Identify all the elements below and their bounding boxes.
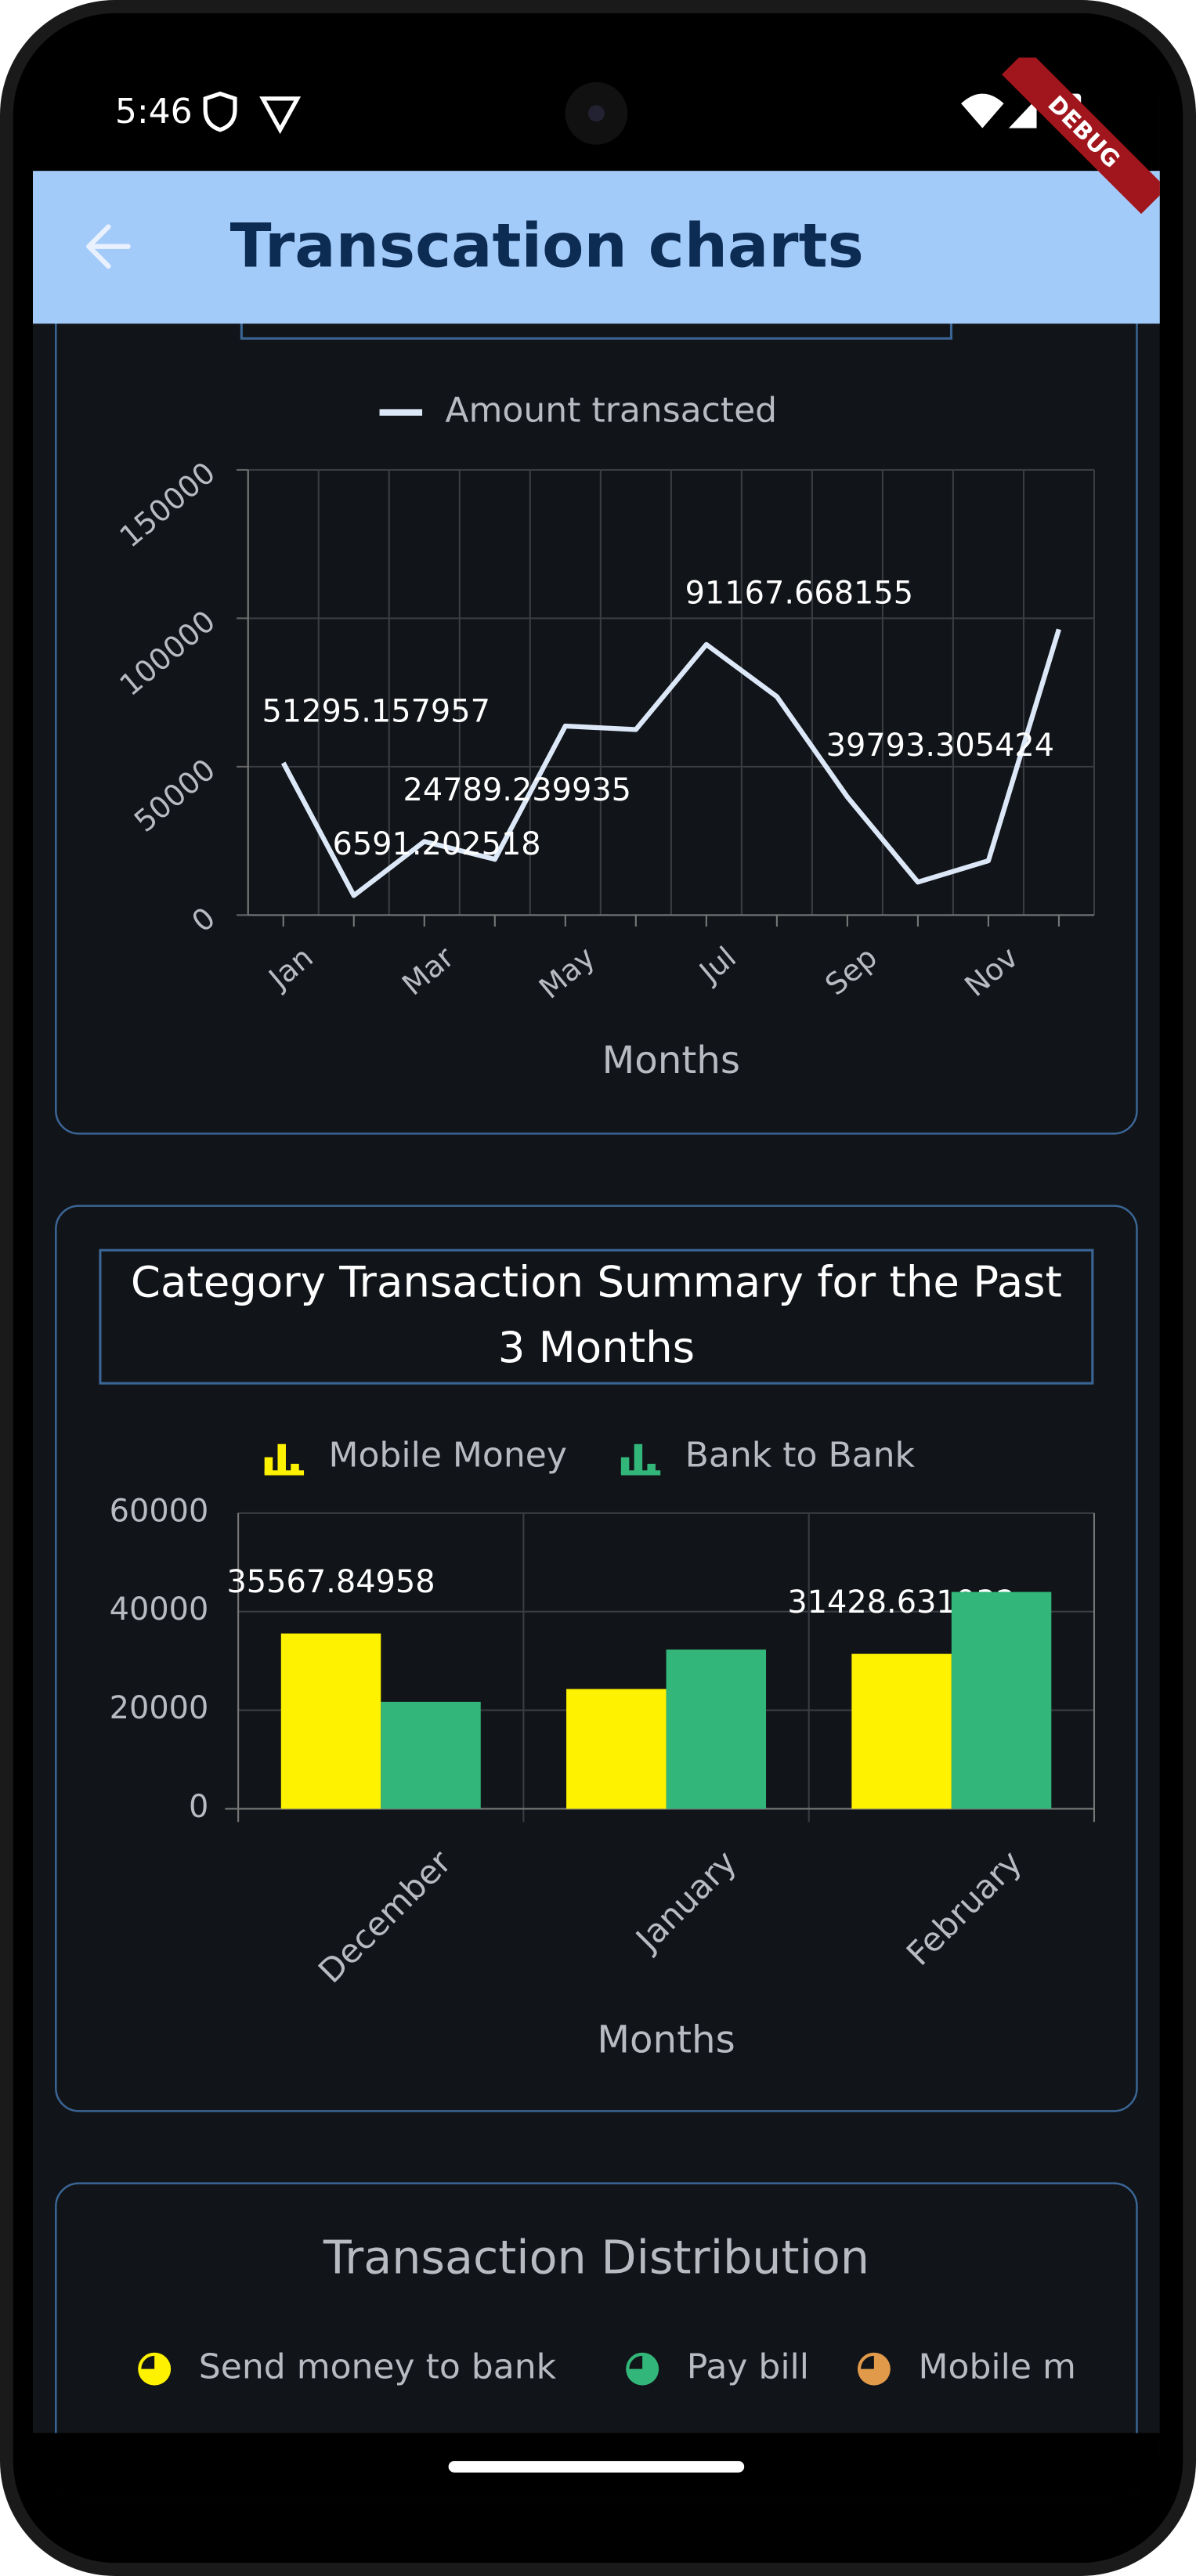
legend-icon <box>647 1463 656 1474</box>
app-bar <box>32 171 1160 324</box>
legend-icon-base <box>264 1470 305 1476</box>
data-label: 24789.239935 <box>403 772 632 808</box>
card <box>55 1205 1138 2112</box>
data-label: 39793.305424 <box>826 728 1055 764</box>
app-bar-title: Transcation charts <box>230 211 864 281</box>
card <box>55 2182 1138 2498</box>
y-tick-label: 60000 <box>110 1493 209 1529</box>
x-axis-label: Months <box>597 2018 735 2061</box>
debug-ribbon <box>1002 57 1160 215</box>
camera-lens <box>587 105 605 122</box>
chart-title-box <box>99 1248 1094 1385</box>
chart-title: Transaction Distribution <box>323 2230 869 2284</box>
home-indicator[interactable] <box>448 2461 745 2473</box>
shield-icon <box>203 91 237 132</box>
bar <box>381 1701 481 1809</box>
bar <box>951 1591 1052 1809</box>
legend-icon-slice <box>629 2355 643 2369</box>
wifi-icon <box>961 93 1004 128</box>
chart-title-line: Category Transaction Summary for the Pas… <box>131 1256 1062 1306</box>
y-tick-label: 40000 <box>110 1591 209 1628</box>
data-label: 35567.84958 <box>226 1564 435 1600</box>
legend-icon-slice <box>141 2355 155 2369</box>
card <box>55 245 1138 1135</box>
legend-icon <box>291 1463 299 1474</box>
legend-icon-slice <box>861 2355 874 2369</box>
legend-icon <box>634 1443 643 1474</box>
legend-label: Pay bill <box>687 2347 809 2387</box>
legend-label: Amount transacted <box>445 391 777 431</box>
data-label: 91167.668155 <box>685 575 914 611</box>
bar <box>280 1633 381 1809</box>
status-time: 5:46 <box>115 92 193 132</box>
legend-icon-base <box>620 1470 661 1476</box>
data-label: 51295.157957 <box>262 694 490 730</box>
bar <box>666 1649 767 1809</box>
legend-icon <box>620 1457 630 1474</box>
y-tick-label: 20000 <box>110 1690 209 1726</box>
bar <box>851 1653 952 1809</box>
x-axis-label: Months <box>602 1039 740 1082</box>
chart-title-line: 3 Months <box>498 1322 695 1372</box>
chart-title: Category Transaction Summary for the Pas… <box>131 1256 1062 1372</box>
vpn-icon <box>259 96 302 135</box>
legend-icon <box>277 1443 286 1474</box>
data-label: 6591.202518 <box>332 826 540 862</box>
back-button[interactable] <box>86 224 131 269</box>
line <box>280 628 1061 898</box>
legend-label: Send money to bank <box>199 2347 557 2387</box>
legend-icon <box>264 1457 273 1474</box>
legend-label: Mobile m <box>919 2347 1076 2387</box>
legend-label: Mobile Money <box>329 1436 567 1476</box>
y-tick-label: 0 <box>189 1789 208 1825</box>
legend: Send money to bank Pay bill Mobile m <box>138 2347 1076 2387</box>
legend-label: Bank to Bank <box>685 1436 916 1476</box>
bar <box>566 1689 667 1809</box>
